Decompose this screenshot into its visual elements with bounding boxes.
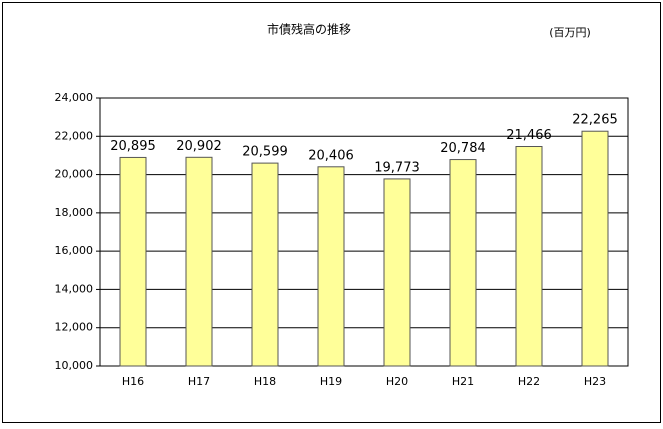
value-label: 19,773: [374, 160, 420, 175]
x-tick-label: H18: [254, 375, 276, 388]
bar: [515, 146, 543, 367]
value-label: 20,902: [176, 139, 222, 154]
y-tick-label: 10,000: [55, 359, 94, 372]
x-tick-label: H22: [518, 375, 540, 388]
x-tick-label: H21: [452, 375, 474, 388]
bar: [317, 166, 345, 367]
x-tick-label: H16: [122, 375, 144, 388]
value-label: 20,599: [242, 145, 288, 160]
value-label: 20,784: [440, 141, 486, 156]
x-tick-label: H17: [188, 375, 210, 388]
bar: [449, 159, 477, 367]
y-tick-label: 22,000: [55, 129, 94, 142]
y-tick-label: 12,000: [55, 321, 94, 334]
bar: [119, 156, 147, 367]
y-tick-label: 24,000: [55, 91, 94, 104]
value-label: 20,895: [110, 139, 156, 154]
value-label: 20,406: [308, 148, 354, 163]
bar: [185, 156, 213, 367]
bar: [251, 162, 279, 367]
bar: [383, 178, 411, 367]
value-label: 22,265: [572, 113, 618, 128]
chart-title: 市債残高の推移: [267, 22, 351, 37]
bar: [581, 130, 609, 367]
value-label: 21,466: [506, 128, 552, 143]
x-tick-label: H23: [584, 375, 606, 388]
unit-label: (百万円): [549, 26, 591, 39]
y-tick-label: 18,000: [55, 206, 94, 219]
y-tick-label: 20,000: [55, 168, 94, 181]
y-tick-label: 14,000: [55, 282, 94, 295]
y-tick-label: 16,000: [55, 244, 94, 257]
x-tick-label: H19: [320, 375, 342, 388]
x-tick-label: H20: [386, 375, 408, 388]
